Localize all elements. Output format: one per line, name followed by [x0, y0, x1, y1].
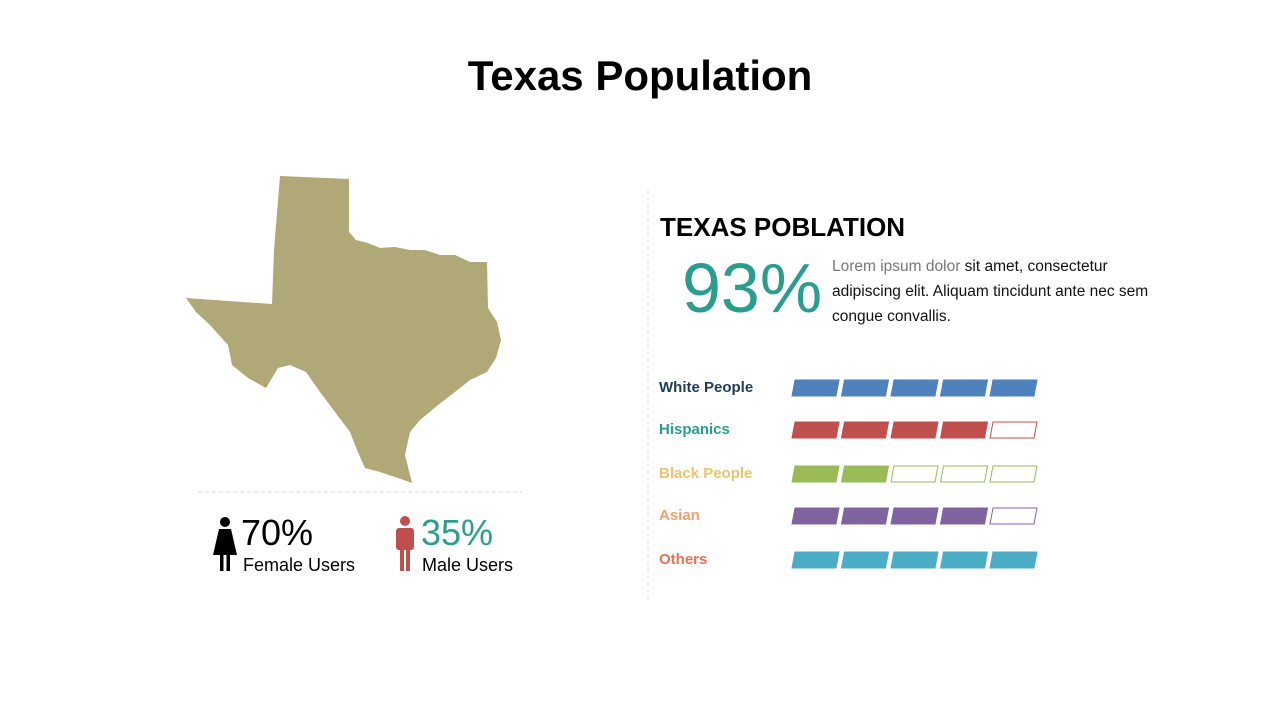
rating-segment-filled — [939, 551, 989, 569]
rating-segment-filled — [890, 551, 939, 569]
rating-segment-filled — [939, 421, 989, 439]
panel-heading: TEXAS POBLATION — [660, 212, 906, 242]
female-icon — [213, 517, 237, 571]
text-gray: Lorem ipsum dolor — [832, 258, 961, 275]
rating-label: Asian — [659, 507, 700, 524]
rating-segment-filled — [791, 421, 840, 439]
male-icon — [396, 516, 414, 571]
rating-segment-filled — [840, 551, 890, 569]
rating-segment-filled — [890, 507, 939, 525]
texas-map — [186, 176, 501, 483]
rating-segment-filled — [791, 379, 840, 397]
rating-segment-filled — [989, 551, 1038, 569]
big-number: 93% — [682, 249, 823, 327]
rating-segment-empty — [939, 465, 989, 483]
rating-segment-empty — [989, 465, 1038, 483]
stat-value: 35% — [421, 512, 494, 553]
description: Lorem ipsum dolor sit amet, consectetur … — [832, 254, 1172, 329]
title: Texas Population — [467, 52, 813, 99]
stat-label: Female Users — [243, 555, 356, 575]
rating-segment-filled — [791, 551, 840, 569]
stat-label: Male Users — [422, 555, 514, 575]
stat-value: 70% — [241, 512, 314, 553]
rating-segment-filled — [791, 465, 840, 483]
rating-segment-filled — [840, 465, 890, 483]
rating-segment-filled — [890, 379, 939, 397]
rating-segment-filled — [840, 379, 890, 397]
rating-segment-empty — [989, 507, 1038, 525]
rating-label: Others — [659, 551, 708, 568]
rating-segment-filled — [791, 507, 840, 525]
rating-segment-filled — [989, 379, 1038, 397]
rating-segment-filled — [939, 507, 989, 525]
rating-label: Black People — [659, 465, 753, 482]
rating-segment-empty — [890, 465, 939, 483]
rating-label: White People — [659, 379, 754, 396]
rating-segment-filled — [890, 421, 939, 439]
rating-segment-filled — [840, 507, 890, 525]
rating-segment-empty — [989, 421, 1038, 439]
rating-segment-filled — [840, 421, 890, 439]
text: sit amet, consectetur adipiscing elit. A… — [832, 258, 1149, 325]
rating-segment-filled — [939, 379, 989, 397]
rating-label: Hispanics — [659, 421, 730, 438]
